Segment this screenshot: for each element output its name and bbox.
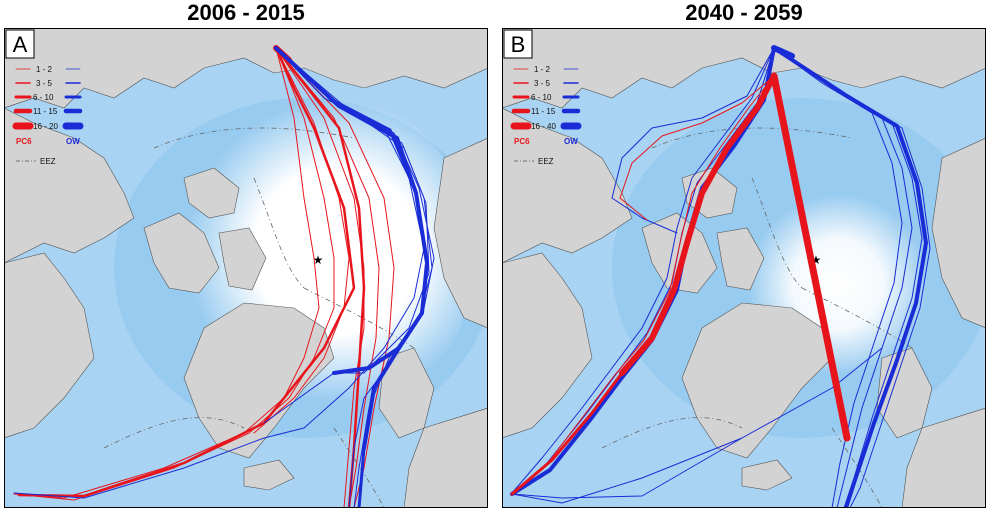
legend-range-4: 11 - 15 (531, 107, 556, 116)
legend-ow-label: OW (66, 137, 80, 146)
land-greenland (681, 302, 833, 459)
land-scandinavia (403, 407, 488, 508)
legend-ow-label: OW (564, 137, 578, 146)
legend-eez-label: EEZ (538, 157, 554, 166)
land-alaska (4, 107, 135, 264)
legend-b: 1 - 2 3 - 5 6 - 10 11 - 15 16 - 40 PC6 O… (510, 65, 582, 166)
legend-range-3: 6 - 10 (33, 93, 54, 102)
land-canada (4, 252, 95, 439)
panel-letter-b: B (511, 32, 526, 57)
legend-pc6-label: PC6 (514, 137, 530, 146)
map-panel-b: ★ (502, 28, 986, 508)
panel-b-title: 2040 - 2059 (685, 0, 803, 25)
land-iceland (741, 459, 793, 491)
north-pole-marker: ★ (313, 253, 324, 267)
legend-range-5: 16 - 40 (531, 122, 556, 131)
land-alaska (502, 107, 633, 264)
panel-a-title: 2006 - 2015 (187, 0, 305, 25)
legend-range-3: 6 - 10 (531, 93, 552, 102)
land-canada (502, 252, 593, 439)
land-siberia (4, 28, 488, 109)
land-siberia (502, 28, 986, 109)
land-scandinavia (901, 407, 986, 508)
pc6-routes (510, 72, 851, 496)
legend-range-2: 3 - 5 (36, 79, 53, 88)
legend-range-1: 1 - 2 (534, 65, 551, 74)
legend-range-4: 11 - 15 (33, 107, 58, 116)
land-iceland (243, 459, 295, 491)
land-russia-east (931, 137, 986, 329)
panel-letter-a: A (13, 32, 28, 57)
map-panel-a: ★ (4, 28, 488, 508)
land-russia-east (433, 137, 488, 329)
legend-eez-label: EEZ (40, 157, 56, 166)
panel-letter-box (503, 29, 533, 59)
legend-range-1: 1 - 2 (36, 65, 53, 74)
panel-letter-box (5, 29, 35, 59)
legend-a: 1 - 2 3 - 5 6 - 10 11 - 15 16 - 20 PC6 O… (12, 65, 84, 166)
legend-range-5: 16 - 20 (33, 122, 58, 131)
ow-routes (13, 46, 435, 508)
north-pole-marker: ★ (811, 253, 822, 267)
legend-pc6-label: PC6 (16, 137, 32, 146)
legend-range-2: 3 - 5 (534, 79, 551, 88)
land-greenland (183, 302, 335, 459)
